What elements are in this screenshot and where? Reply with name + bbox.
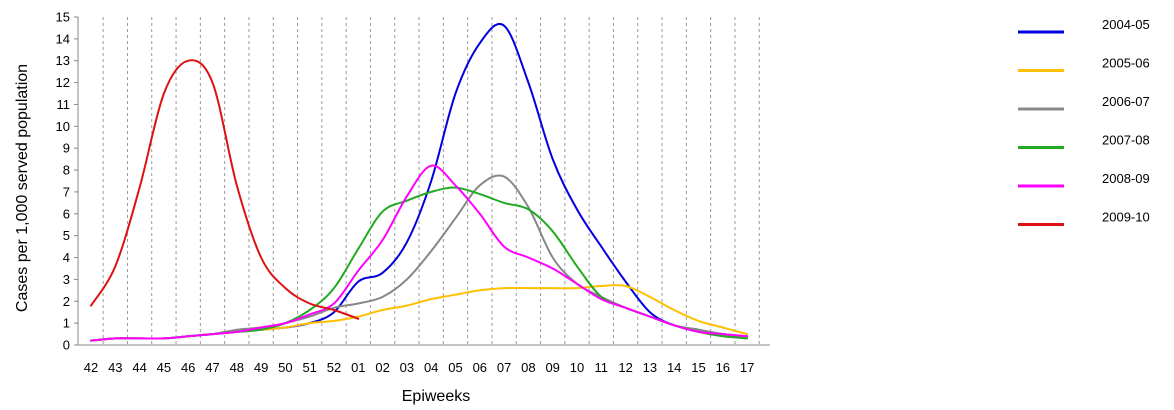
y-tick-label: 10 [56, 119, 70, 134]
x-tick-label: 46 [181, 360, 195, 375]
x-tick-label: 14 [667, 360, 681, 375]
x-tick-label: 45 [157, 360, 171, 375]
y-tick-label: 9 [63, 141, 70, 156]
x-tick-label: 12 [618, 360, 632, 375]
legend-label: 2006-07 [1102, 94, 1150, 109]
series-line-2008-09 [90, 164, 749, 342]
x-tick-label: 08 [521, 360, 535, 375]
x-tick-label: 48 [230, 360, 244, 375]
y-tick-label: 6 [63, 206, 70, 221]
x-axis-title: Epiweeks [402, 388, 470, 405]
x-tick-label: 07 [497, 360, 511, 375]
x-tick-label: 03 [400, 360, 414, 375]
x-tick-labels: 42 43 44 45 46 47 48 49 50 51 52 01 02 03 04 05 06 07 08 09… [84, 360, 755, 375]
legend: 2004-05 2005-06 2006-07 2007-08 2008-09 2009-… [1018, 17, 1150, 226]
y-tick-label: 13 [56, 53, 70, 68]
x-tick-label: 44 [132, 360, 146, 375]
x-tick-label: 02 [375, 360, 389, 375]
x-tick-label: 52 [327, 360, 341, 375]
axes [74, 16, 770, 346]
x-tick-label: 50 [278, 360, 292, 375]
y-tick-label: 1 [63, 316, 70, 331]
legend-label: 2004-05 [1102, 17, 1150, 32]
y-tick-label: 5 [63, 228, 70, 243]
gridlines [102, 17, 760, 345]
x-tick-label: 17 [740, 360, 754, 375]
y-tick-label: 8 [63, 163, 70, 178]
x-tick-label: 13 [643, 360, 657, 375]
y-tick-label: 12 [56, 75, 70, 90]
series-line-2009-10 [90, 59, 360, 320]
y-tick-label: 7 [63, 184, 70, 199]
x-tick-label: 43 [108, 360, 122, 375]
legend-label: 2008-09 [1102, 171, 1150, 186]
legend-label: 2007-08 [1102, 133, 1150, 148]
x-tick-label: 47 [205, 360, 219, 375]
y-tick-label: 3 [63, 272, 70, 287]
y-tick-label: 11 [57, 97, 71, 112]
x-tick-label: 51 [302, 360, 316, 375]
y-tick-label: 0 [63, 338, 70, 353]
y-axis-title: Cases per 1,000 served population [14, 64, 31, 312]
x-tick-label: 09 [545, 360, 559, 375]
x-tick-label: 15 [691, 360, 705, 375]
x-tick-label: 06 [473, 360, 487, 375]
x-tick-label: 42 [84, 360, 98, 375]
x-tick-label: 01 [351, 360, 365, 375]
y-tick-label: 14 [56, 31, 70, 46]
x-tick-label: 04 [424, 360, 438, 375]
legend-label: 2005-06 [1102, 56, 1150, 71]
x-tick-label: 11 [595, 360, 609, 375]
y-tick-label: 2 [63, 294, 70, 309]
x-tick-label: 16 [716, 360, 730, 375]
x-tick-label: 05 [448, 360, 462, 375]
y-tick-label: 4 [63, 250, 70, 265]
y-tick-label: 15 [56, 10, 70, 25]
x-tick-label: 10 [570, 360, 584, 375]
legend-label: 2009-10 [1102, 210, 1150, 225]
x-tick-label: 49 [254, 360, 268, 375]
series-lines [90, 23, 749, 342]
